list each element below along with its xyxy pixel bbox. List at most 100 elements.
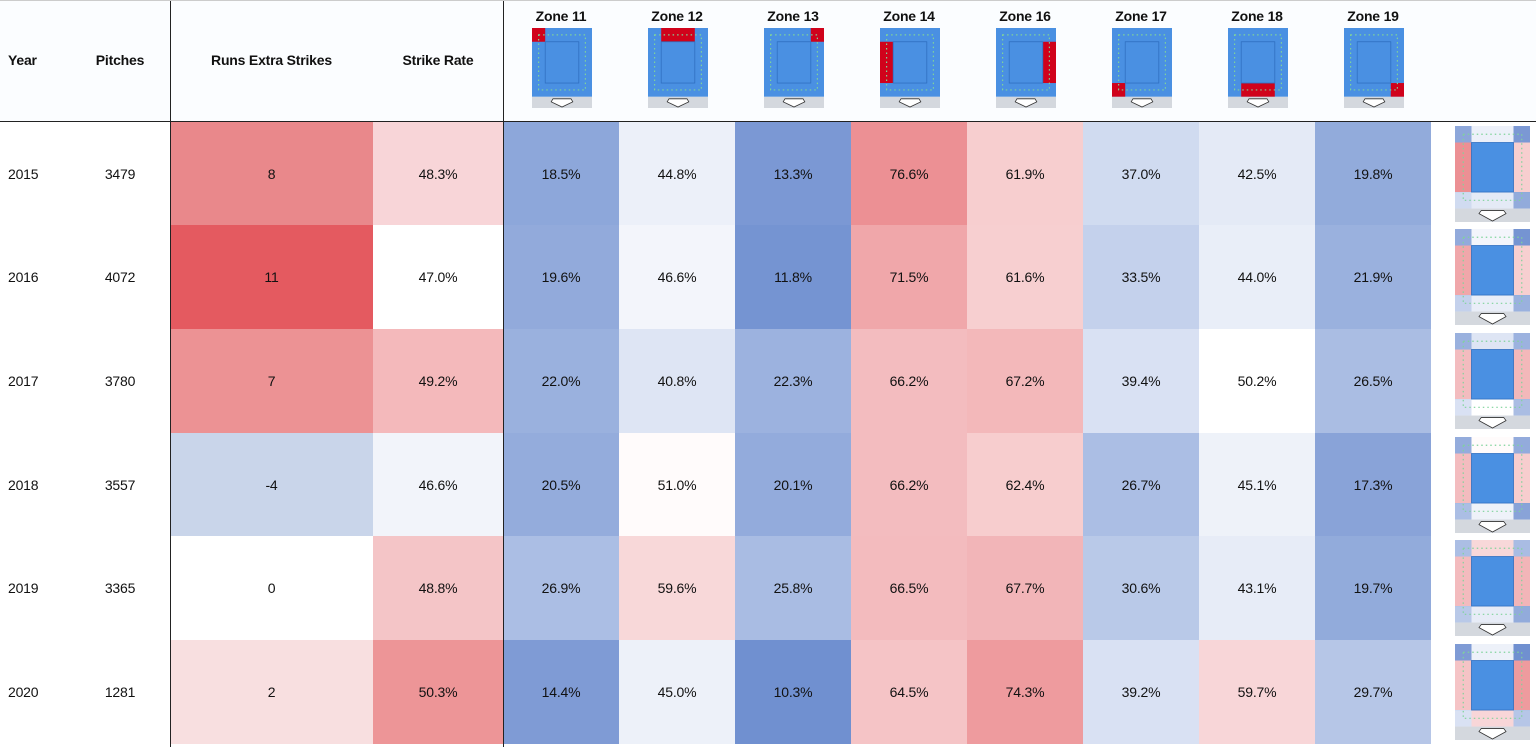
- column-header: Zone 12: [651, 8, 703, 24]
- icon-part: [1455, 295, 1472, 312]
- icon-part: [1455, 606, 1472, 623]
- table-cell: 59.6%: [619, 536, 735, 640]
- icon-part: [1471, 245, 1514, 296]
- table-cell: 3780: [104, 373, 136, 389]
- icon-part: [782, 98, 806, 108]
- table-cell: 2020: [8, 684, 39, 700]
- table-cell: 47.0%: [373, 225, 503, 329]
- icon-part: [1462, 340, 1523, 408]
- table-cell: 43.1%: [1199, 536, 1315, 640]
- icon-part: [1513, 142, 1530, 193]
- table-cell: 45.1%: [1199, 433, 1315, 536]
- table-cell: 64.5%: [851, 640, 967, 744]
- table-cell: 3479: [104, 165, 136, 182]
- table-cell: 2017: [8, 373, 39, 389]
- row-zone-icon: [1455, 333, 1530, 429]
- icon-part: [1513, 333, 1530, 350]
- column-header: Zone 18: [1231, 8, 1283, 24]
- row-zone-icon: [1455, 540, 1530, 636]
- table-cell: 26.7%: [1083, 433, 1199, 536]
- table-cell: 2018: [8, 476, 39, 493]
- table-cell: 19.8%: [1315, 122, 1431, 225]
- icon-part: [1001, 34, 1050, 91]
- icon-part: [1455, 192, 1472, 209]
- table-cell: 18.5%: [503, 122, 619, 225]
- column-header: Year: [8, 52, 37, 68]
- icon-part: [1462, 133, 1523, 201]
- table-cell: 40.8%: [619, 329, 735, 433]
- table-cell: 2019: [8, 580, 39, 596]
- table-cell: 46.6%: [373, 433, 503, 536]
- table-cell: 26.5%: [1315, 329, 1431, 433]
- table-cell: 22.3%: [735, 329, 851, 433]
- icon-part: [892, 41, 928, 84]
- table-cell: 61.6%: [967, 225, 1083, 329]
- icon-part: [1462, 651, 1523, 719]
- table-cell: 66.2%: [851, 433, 967, 536]
- icon-part: [1478, 728, 1507, 740]
- table-cell: 59.7%: [1199, 640, 1315, 744]
- table-cell: 45.0%: [619, 640, 735, 744]
- icon-part: [1513, 126, 1530, 143]
- zone-icon: [532, 28, 592, 108]
- icon-part: [660, 41, 696, 84]
- table-cell: 67.7%: [967, 536, 1083, 640]
- icon-part: [1246, 98, 1270, 108]
- icon-part: [1478, 417, 1507, 429]
- icon-part: [1513, 349, 1530, 400]
- icon-part: [1513, 556, 1530, 607]
- table-cell: 4072: [104, 269, 136, 285]
- table-cell: 48.3%: [373, 122, 503, 225]
- icon-part: [1471, 229, 1514, 246]
- column-header: Strike Rate: [402, 52, 474, 68]
- table-cell: 10.3%: [735, 640, 851, 744]
- header-divider: [0, 121, 1536, 122]
- icon-part: [653, 34, 702, 91]
- table-cell: 25.8%: [735, 536, 851, 640]
- icon-part: [1455, 710, 1472, 727]
- icon-part: [1478, 313, 1507, 325]
- icon-part: [1233, 34, 1282, 91]
- icon-part: [1008, 41, 1044, 84]
- table-cell: 67.2%: [967, 329, 1083, 433]
- table-cell: 62.4%: [967, 433, 1083, 536]
- table-cell: 8: [170, 122, 373, 225]
- column-header: Zone 16: [999, 8, 1051, 24]
- table-cell: 22.0%: [503, 329, 619, 433]
- icon-part: [1471, 540, 1514, 557]
- table-cell: 49.2%: [373, 329, 503, 433]
- icon-part: [1513, 644, 1530, 661]
- zone-icon: [996, 28, 1056, 108]
- table-cell: 2015: [8, 165, 39, 182]
- table-cell: 30.6%: [1083, 536, 1199, 640]
- icon-part: [1513, 245, 1530, 296]
- table-cell: 1281: [104, 684, 136, 700]
- icon-part: [1513, 710, 1530, 727]
- table-cell: 2: [170, 640, 373, 744]
- table-cell: 11.8%: [735, 225, 851, 329]
- icon-part: [810, 28, 824, 42]
- column-header: Runs Extra Strikes: [211, 52, 332, 68]
- table-cell: 14.4%: [503, 640, 619, 744]
- table-cell: 39.2%: [1083, 640, 1199, 744]
- table-cell: 13.3%: [735, 122, 851, 225]
- zone-icon: [1112, 28, 1172, 108]
- zone-icon: [764, 28, 824, 108]
- icon-part: [1124, 41, 1160, 84]
- icon-part: [1471, 126, 1514, 143]
- icon-part: [1462, 444, 1523, 512]
- icon-part: [666, 98, 690, 108]
- table-cell: 51.0%: [619, 433, 735, 536]
- divider: [170, 0, 171, 747]
- icon-part: [1130, 98, 1154, 108]
- icon-part: [776, 41, 812, 84]
- icon-part: [1478, 624, 1507, 636]
- icon-part: [885, 34, 934, 91]
- table-cell: 42.5%: [1199, 122, 1315, 225]
- icon-part: [1471, 142, 1514, 193]
- table-cell: 20.5%: [503, 433, 619, 536]
- icon-part: [1471, 556, 1514, 607]
- table-cell: 26.9%: [503, 536, 619, 640]
- icon-part: [1513, 453, 1530, 504]
- column-header: Pitches: [95, 52, 145, 68]
